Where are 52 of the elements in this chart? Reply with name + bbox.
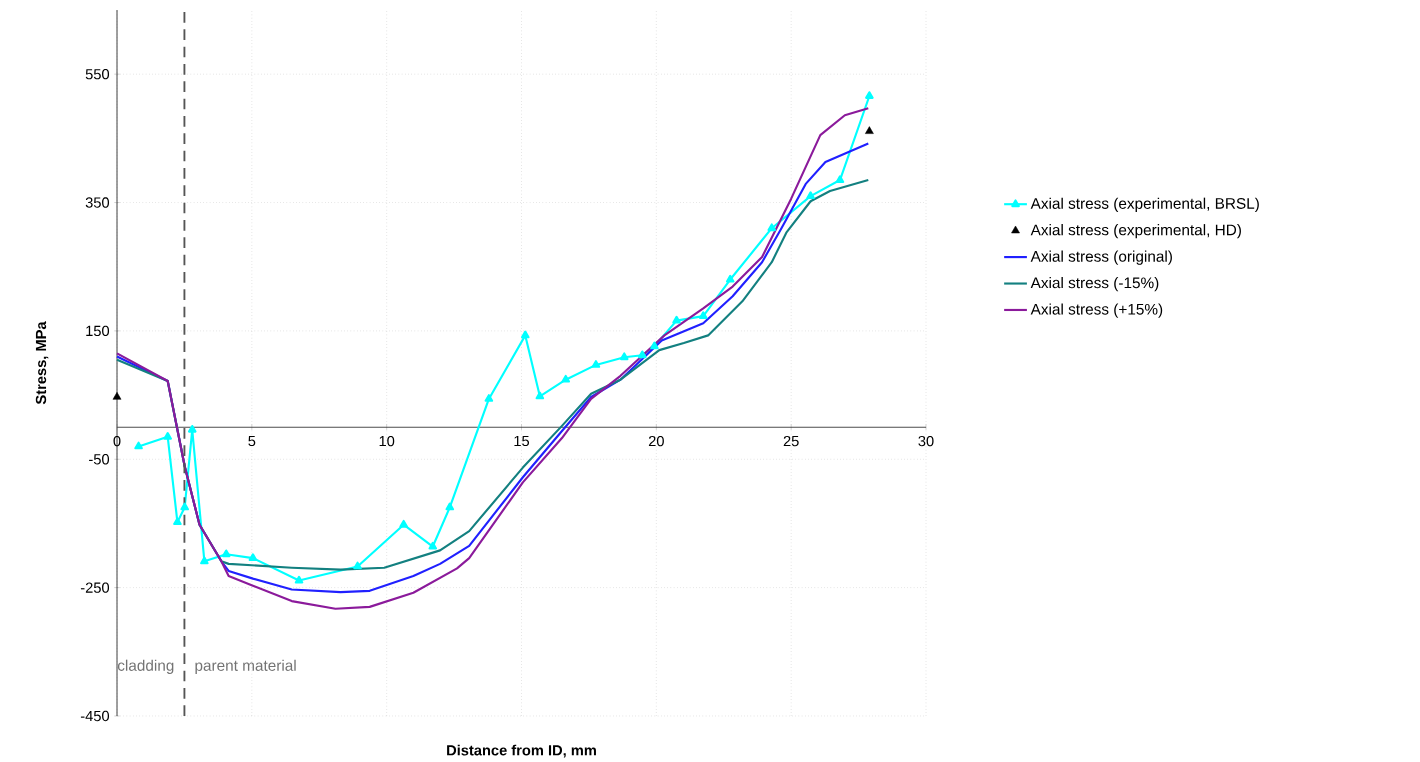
x-tick-label: 15 bbox=[514, 435, 530, 447]
y-tick-label: -50 bbox=[89, 454, 110, 465]
point bbox=[520, 330, 530, 339]
point bbox=[619, 352, 629, 361]
point bbox=[200, 556, 209, 565]
legend-label: Axial stress (-15%) bbox=[1030, 276, 1159, 292]
point bbox=[835, 175, 845, 183]
point bbox=[484, 394, 494, 402]
point bbox=[428, 541, 438, 550]
point bbox=[698, 311, 708, 320]
point bbox=[294, 575, 304, 584]
point bbox=[180, 502, 189, 511]
y-tick-label: -450 bbox=[80, 710, 110, 722]
legend-label: Axial stress (experimental, BRSL) bbox=[1030, 197, 1259, 212]
annotation: cladding bbox=[117, 659, 174, 674]
y-axis-title: Stress, MPa bbox=[35, 321, 49, 405]
point bbox=[725, 274, 735, 283]
legend-label: Axial stress (experimental, HD) bbox=[1030, 224, 1241, 239]
point bbox=[187, 424, 197, 433]
point bbox=[672, 315, 681, 324]
annotation: parent material bbox=[195, 659, 296, 674]
point bbox=[445, 502, 455, 511]
y-tick-label: 350 bbox=[85, 197, 110, 208]
point bbox=[767, 223, 777, 232]
y-tick-label: 550 bbox=[85, 68, 110, 80]
point bbox=[248, 553, 258, 562]
point bbox=[865, 126, 874, 134]
y-tick-label: -250 bbox=[80, 582, 110, 593]
point bbox=[221, 549, 231, 558]
point bbox=[112, 392, 122, 400]
point bbox=[806, 191, 815, 200]
x-tick-label: 30 bbox=[918, 435, 934, 447]
x-tick-label: 5 bbox=[248, 435, 256, 447]
point bbox=[353, 561, 362, 570]
x-tick-label: 0 bbox=[113, 435, 121, 447]
point bbox=[591, 360, 601, 368]
point bbox=[650, 341, 659, 350]
point bbox=[163, 431, 173, 440]
point bbox=[173, 517, 182, 526]
point bbox=[399, 519, 408, 528]
point bbox=[535, 391, 545, 400]
y-tick-label: 150 bbox=[86, 325, 110, 337]
point bbox=[638, 350, 647, 359]
legend-label: Axial stress (+15%) bbox=[1030, 303, 1163, 318]
point bbox=[561, 374, 571, 383]
legend-label: Axial stress (original) bbox=[1030, 250, 1172, 265]
point bbox=[865, 91, 874, 99]
point bbox=[134, 441, 143, 450]
x-tick-label: 10 bbox=[379, 435, 395, 447]
x-tick-label: 20 bbox=[648, 435, 664, 447]
x-tick-label: 25 bbox=[783, 435, 799, 447]
x-axis-title: Distance from ID, mm bbox=[447, 744, 596, 758]
